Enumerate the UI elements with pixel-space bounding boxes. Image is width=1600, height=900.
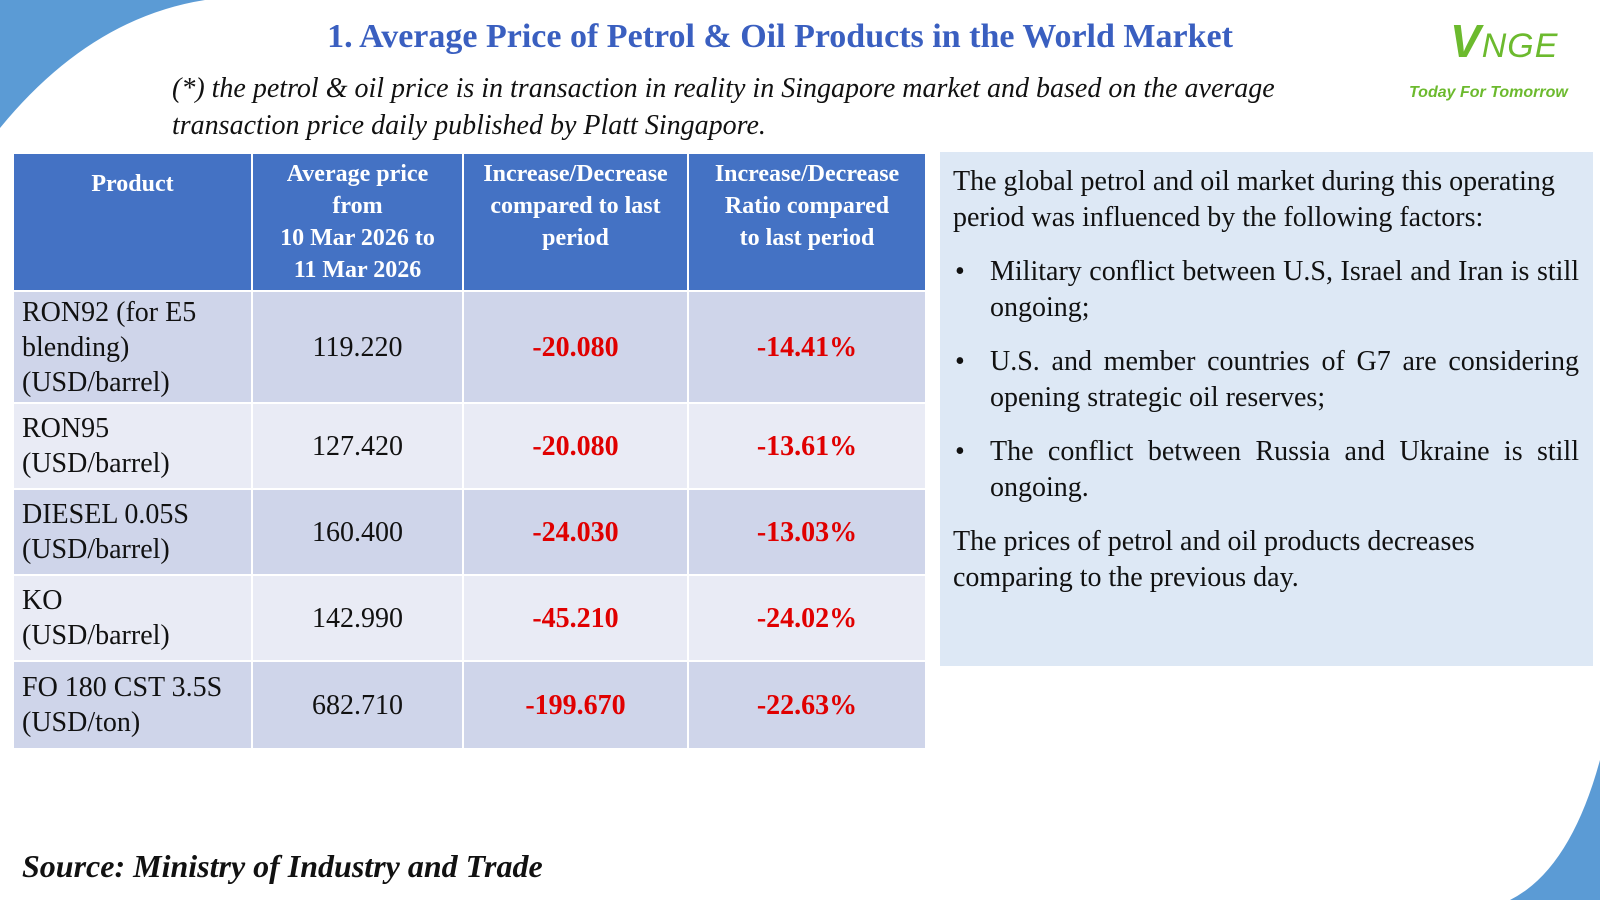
bullet-icon: • [955,436,965,467]
factor-item: • The conflict between Russia and Ukraine… [955,436,1579,503]
price-cell: 119.220 [251,290,464,404]
table-header-row: Product Average price from 10 Mar 2026 to 1… [12,152,927,292]
product-cell: RON95 (USD/barrel) [12,402,253,490]
corner-decoration-bottom-right [1510,760,1600,900]
table-row: DIESEL 0.05S (USD/barrel) 160.400 -24.030… [12,488,927,576]
page-subtitle: (*) the petrol & oil price is in transac… [172,70,1402,144]
corner-decoration-top-left [0,0,205,128]
subtitle-line-2: transaction price daily published by Pla… [172,110,766,141]
table-row: RON92 (for E5 blending) (USD/barrel) 119.2… [12,290,927,404]
price-table: Product Average price from 10 Mar 2026 to 1… [12,152,927,750]
header-product: Product [12,152,253,292]
product-cell: RON92 (for E5 blending) (USD/barrel) [12,290,253,404]
header-change: Increase/Decrease compared to last period [462,152,689,292]
logo-tagline: Today For Tomorrow [1409,84,1568,101]
logo-mark-rest: NGE [1481,27,1559,65]
logo-mark-initial: V [1450,15,1482,67]
header-average-price: Average price from 10 Mar 2026 to 11 Mar 20… [251,152,464,292]
bullet-icon: • [955,346,965,377]
ratio-cell: -13.61% [687,402,927,490]
header-ratio: Increase/Decrease Ratio compared to last p… [687,152,927,292]
ratio-cell: -22.63% [687,660,927,750]
product-cell: DIESEL 0.05S (USD/barrel) [12,488,253,576]
change-cell: -20.080 [462,290,689,404]
change-cell: -45.210 [462,574,689,662]
subtitle-line-1: (*) the petrol & oil price is in transac… [172,73,1275,104]
change-cell: -24.030 [462,488,689,576]
product-cell: FO 180 CST 3.5S (USD/ton) [12,660,253,750]
logo-mark: VNGE [1450,14,1558,68]
factors-intro: The global petrol and oil market during … [953,166,1555,233]
ratio-cell: -14.41% [687,290,927,404]
table-row: FO 180 CST 3.5S (USD/ton) 682.710 -199.67… [12,660,927,750]
market-factors-panel: The global petrol and oil market during … [940,152,1593,666]
factor-item: • Military conflict between U.S, Israel a… [955,256,1579,323]
price-cell: 682.710 [251,660,464,750]
factors-list: • Military conflict between U.S, Israel a… [953,254,1579,506]
ratio-cell: -13.03% [687,488,927,576]
page-title: 1. Average Price of Petrol & Oil Product… [327,18,1233,55]
change-cell: -199.670 [462,660,689,750]
source-note: Source: Ministry of Industry and Trade [22,848,543,884]
product-cell: KO (USD/barrel) [12,574,253,662]
price-cell: 142.990 [251,574,464,662]
change-cell: -20.080 [462,402,689,490]
ratio-cell: -24.02% [687,574,927,662]
price-cell: 127.420 [251,402,464,490]
table-row: RON95 (USD/barrel) 127.420 -20.080 -13.61… [12,402,927,490]
bullet-icon: • [955,256,965,287]
price-cell: 160.400 [251,488,464,576]
company-logo: VNGE Today For Tomorrow [1405,14,1595,114]
factor-item: • U.S. and member countries of G7 are con… [955,346,1579,413]
factors-conclusion: The prices of petrol and oil products de… [953,526,1475,593]
table-row: KO (USD/barrel) 142.990 -45.210 -24.02% [12,574,927,662]
